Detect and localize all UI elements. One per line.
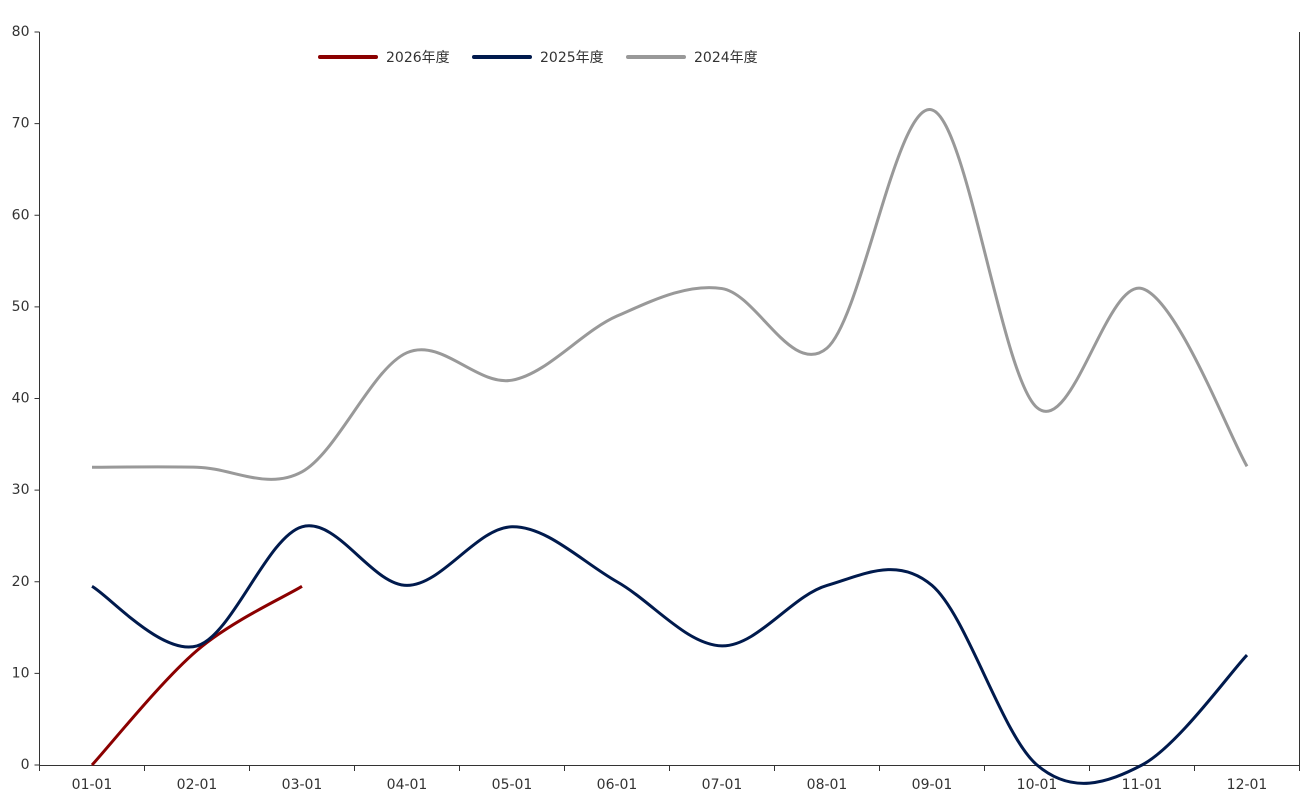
y-tick-label: 60 [12,207,30,223]
x-tick-label: 12-01 [1227,777,1268,793]
y-tick-label: 0 [21,757,30,773]
legend-label: 2024年度 [694,50,758,66]
x-tick-label: 11-01 [1122,777,1163,793]
x-tick-label: 09-01 [912,777,953,793]
y-tick-label: 10 [12,665,30,681]
series-line [91,524,1249,785]
x-tick-label: 10-01 [1017,777,1058,793]
x-tick-label: 06-01 [597,777,638,793]
x-tick-label: 02-01 [177,777,218,793]
x-tick-label: 03-01 [282,777,323,793]
y-tick-label: 20 [12,574,30,590]
x-tick-label: 07-01 [702,777,743,793]
y-tick-label: 50 [12,299,30,315]
x-tick-label: 01-01 [72,777,113,793]
y-tick-label: 80 [12,24,30,40]
x-tick-label: 05-01 [492,777,533,793]
x-tick-label: 04-01 [387,777,428,793]
y-tick-label: 70 [12,116,30,132]
legend-label: 2025年度 [540,50,604,66]
legend-label: 2026年度 [386,50,450,66]
series-line [91,108,1249,481]
y-tick-label: 30 [12,482,30,498]
x-tick-label: 08-01 [807,777,848,793]
y-tick-label: 40 [12,391,30,407]
series-line [90,585,303,767]
